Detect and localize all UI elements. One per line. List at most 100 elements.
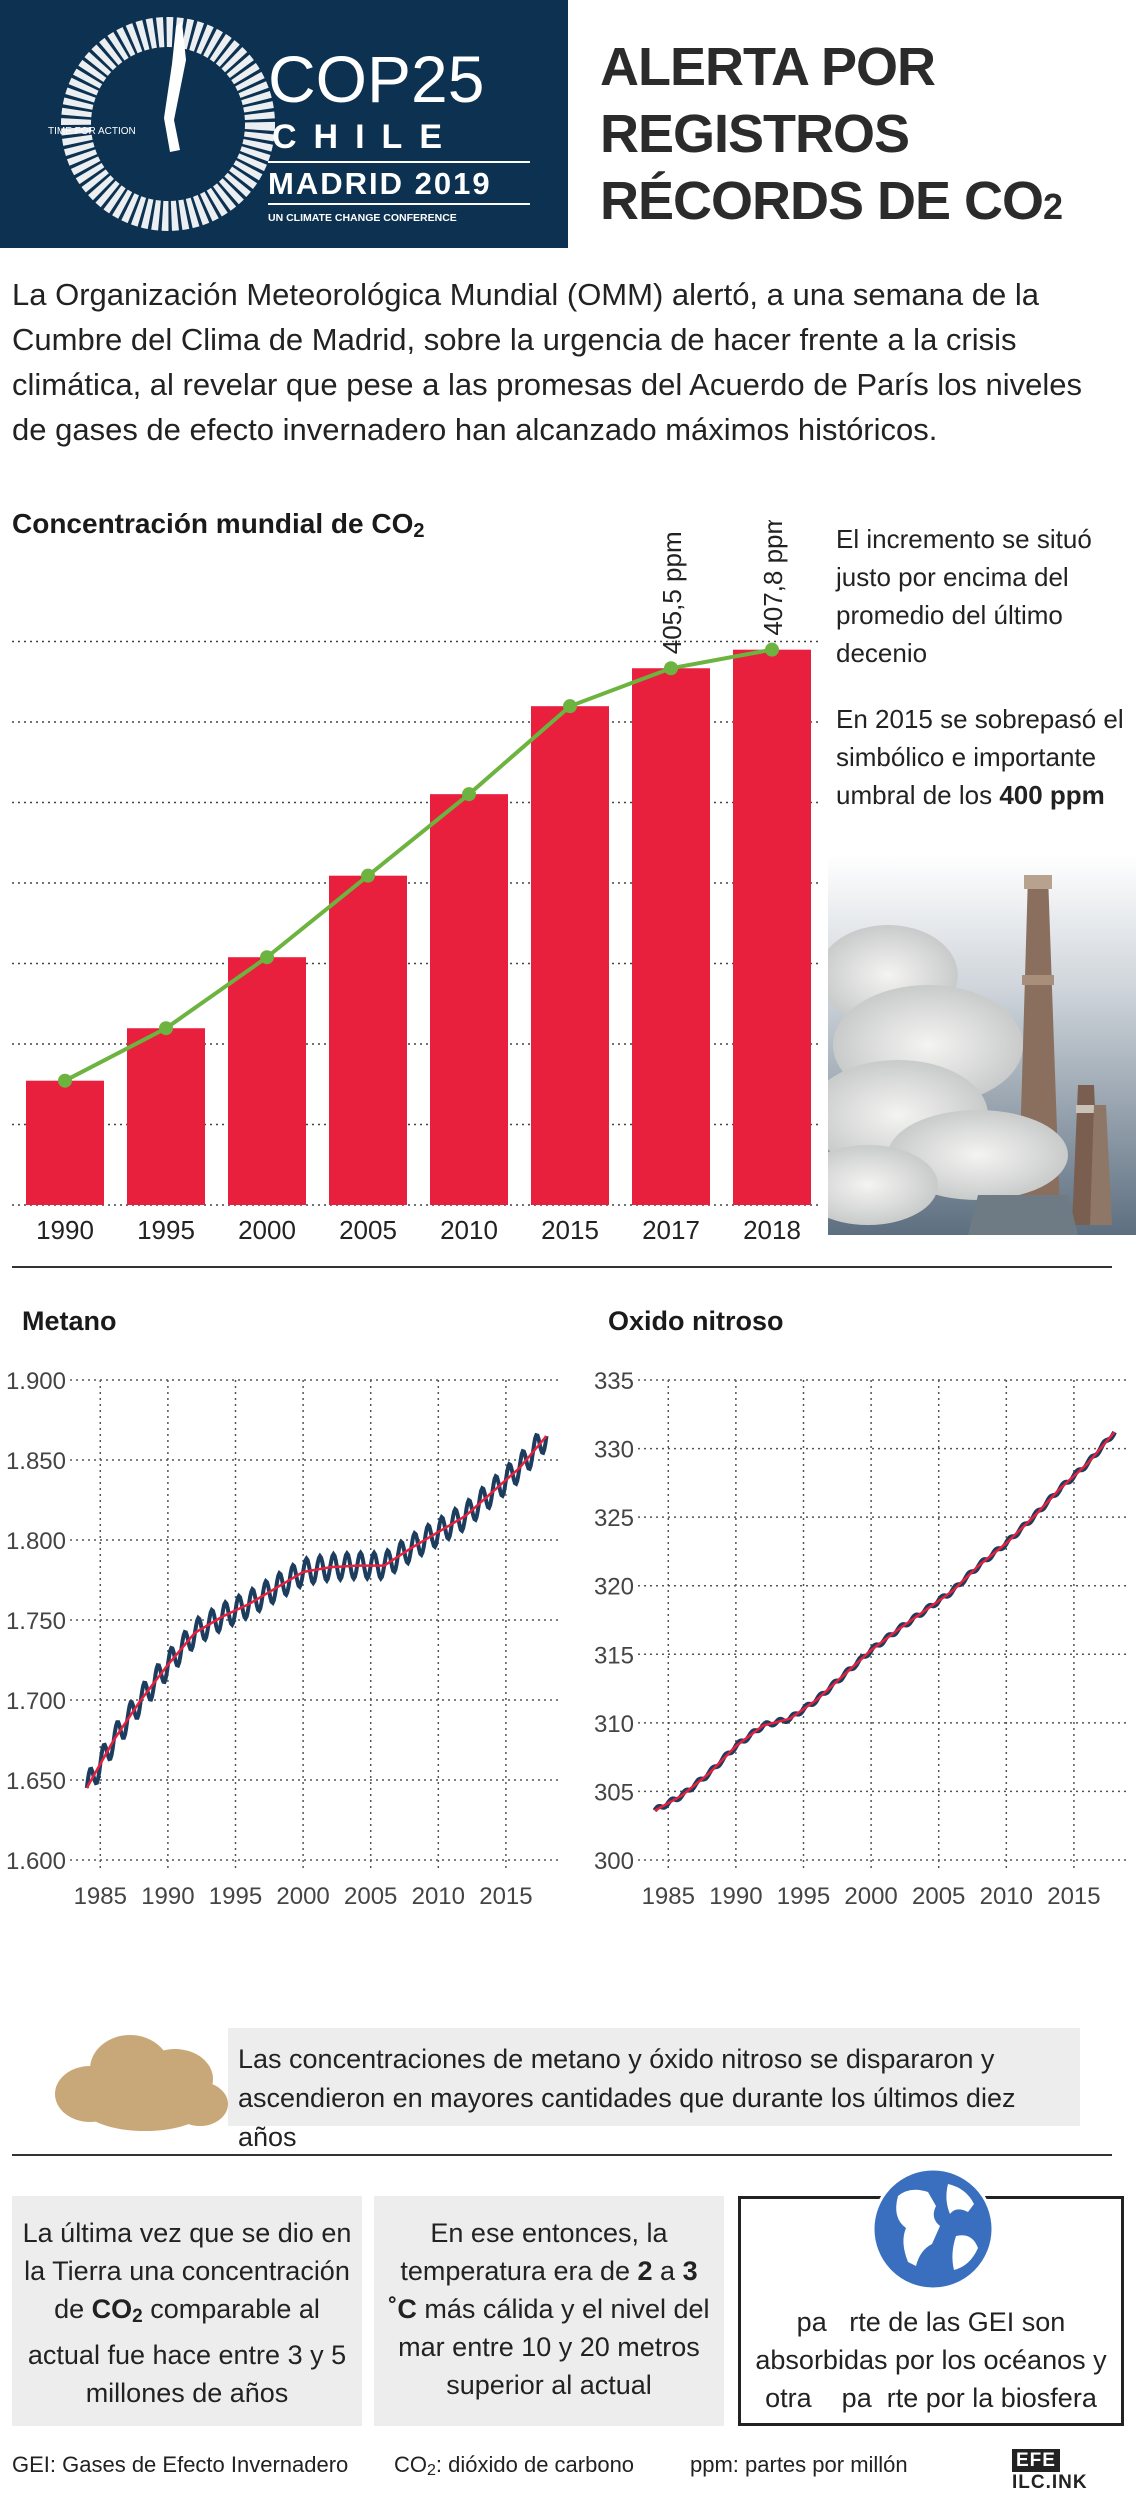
footer-gei: GEI: Gases de Efecto Invernadero <box>12 2452 349 2477</box>
co2-bar-2000 <box>228 957 306 1205</box>
intro-paragraph: La Organización Meteorológica Mundial (O… <box>12 277 1083 447</box>
co2-bar-2018 <box>733 649 811 1205</box>
cloud-note-box <box>228 2028 1080 2126</box>
fact3-line-2: absorbidas por los océanos y <box>755 2345 1107 2375</box>
headline-line-2: REGISTROS <box>600 104 910 164</box>
methane-xtick: 1995 <box>209 1883 262 1910</box>
fact1-co2: CO <box>91 2294 133 2324</box>
cloud-note-text: Las concentraciones de metano y óxido ni… <box>238 2044 1016 2152</box>
methane-line-chart: 1.600 1.650 1.700 1.750 1.800 1.850 1.900 1985 1… <box>6 1368 560 1910</box>
co2-bar-1990 <box>26 1080 104 1205</box>
co2-note-increment: El incremento se situó justo por encima … <box>836 524 1092 668</box>
n2o-ytick: 315 <box>594 1642 634 1669</box>
co2-xtick-2018: 2018 <box>743 1215 801 1245</box>
section-divider-2 <box>12 2154 1112 2156</box>
fact2-num1: 2 <box>637 2256 653 2286</box>
cloud-icon <box>55 2035 228 2131</box>
co2-xtick-2005: 2005 <box>339 1215 397 1245</box>
footer-co2: CO2: dióxido de carbono <box>394 2452 634 2480</box>
ilc-logo-text: ILC.INK <box>1012 2472 1088 2493</box>
n2o-xtick: 2005 <box>912 1883 965 1910</box>
co2-xtick-1995: 1995 <box>137 1215 195 1245</box>
co2-trend-point-2010 <box>462 787 476 802</box>
footer-co2-b: : dióxido de carbono <box>435 2452 635 2477</box>
co2-note-400ppm-bold: 400 ppm <box>999 780 1105 810</box>
co2-note-400ppm: En 2015 se sobrepasó el simbólico e impo… <box>836 700 1136 814</box>
fact1-text-a: La última vez que se dio en la Tierra un… <box>22 2218 352 2324</box>
logo-madrid: MADRID 2019 <box>268 166 492 201</box>
globe-icon <box>871 2167 995 2291</box>
n2o-ytick: 310 <box>594 1711 634 1738</box>
logo-chile: CHILE <box>272 118 459 156</box>
co2-xtick-1990: 1990 <box>36 1215 94 1245</box>
co2-trend-point-2015 <box>563 699 577 714</box>
fact1-co2-sub: 2 <box>132 2306 143 2327</box>
logo-conference: UN CLIMATE CHANGE CONFERENCE <box>268 212 457 224</box>
footer-ppm: ppm: partes por millón <box>690 2452 908 2477</box>
methane-ytick: 1.650 <box>6 1768 66 1795</box>
co2-trend-point-2017 <box>664 661 678 676</box>
factory-smokestack-photo <box>828 855 1136 1235</box>
methane-grid: 1.600 1.650 1.700 1.750 1.800 1.850 1.900 1985 1… <box>6 1368 560 1910</box>
co2-bar-2005 <box>329 875 407 1205</box>
co2-trend-point-2018 <box>765 642 779 657</box>
n2o-grid: 300 305 310 315 320 325 330 335 1985 1990 1995 2000… <box>594 1368 1128 1910</box>
methane-xtick: 1985 <box>74 1883 127 1910</box>
co2-note-400ppm-text: En 2015 se sobrepasó el simbólico e impo… <box>836 704 1124 810</box>
methane-ytick: 1.850 <box>6 1448 66 1475</box>
co2-bar-2017 <box>632 668 710 1205</box>
co2-trend-point-1995 <box>159 1021 173 1036</box>
n2o-line-chart: 300 305 310 315 320 325 330 335 1985 1990 1995 2000… <box>594 1368 1128 1910</box>
n2o-ytick: 330 <box>594 1437 634 1464</box>
n2o-ytick: 325 <box>594 1505 634 1532</box>
co2-xtick-2010: 2010 <box>440 1215 498 1245</box>
methane-monthly-series <box>84 1432 549 1789</box>
co2-trend-point-2000 <box>260 950 274 965</box>
headline-subscript: 2 <box>1043 186 1063 227</box>
co2-xtick-2015: 2015 <box>541 1215 599 1245</box>
co2-xtick-2017: 2017 <box>642 1215 700 1245</box>
efe-logo-text: EFE <box>1012 2449 1060 2472</box>
methane-xtick: 2015 <box>479 1883 532 1910</box>
methane-ytick: 1.900 <box>6 1368 66 1395</box>
n2o-xtick: 2000 <box>844 1883 897 1910</box>
n2o-chart-title: Oxido nitroso <box>608 1306 784 1336</box>
logo-side-text: TIME FOR ACTION <box>48 126 136 137</box>
co2-bar-chart: 1990 1995 2000 2005 2010 2015 2017 2018 405,5 p… <box>12 520 820 1245</box>
fact3-line-3: otra pa rte por la biosfera <box>765 2383 1097 2413</box>
n2o-ytick: 305 <box>594 1779 634 1806</box>
fact1-text-b: comparable al actual fue hace entre 3 y … <box>27 2294 347 2408</box>
cop25-logo: TIME FOR ACTION COP25 CHILE MADRID 2019 … <box>48 17 530 231</box>
methane-xtick: 2000 <box>276 1883 329 1910</box>
n2o-xtick: 1995 <box>777 1883 830 1910</box>
co2-title-text: Concentración mundial de CO <box>12 508 414 539</box>
n2o-xtick: 2015 <box>1047 1883 1100 1910</box>
footer-co2-a: CO <box>394 2452 427 2477</box>
headline-line-3: RÉCORDS DE CO <box>600 171 1044 231</box>
methane-xtick: 2005 <box>344 1883 397 1910</box>
fact3-line-1: pa rte de las GEI son <box>796 2307 1066 2337</box>
co2-bar-2015 <box>531 706 609 1205</box>
n2o-ytick: 335 <box>594 1368 634 1395</box>
n2o-xtick: 1990 <box>709 1883 762 1910</box>
co2-xtick-2000: 2000 <box>238 1215 296 1245</box>
n2o-xtick: 1985 <box>642 1883 695 1910</box>
efe-logo: EFE ILC.INK <box>1012 2449 1136 2494</box>
methane-ytick: 1.750 <box>6 1608 66 1635</box>
methane-xtick: 1990 <box>141 1883 194 1910</box>
logo-cop25: COP25 <box>268 42 484 116</box>
co2-chart-title: Concentración mundial de CO2 <box>12 508 425 543</box>
fact-box-millions-years: La última vez que se dio en la Tierra un… <box>12 2196 362 2426</box>
n2o-trend-series <box>654 1431 1116 1812</box>
fact-box-temperature: En ese entonces, la temperatura era de 2… <box>374 2196 724 2426</box>
co2-title-subscript: 2 <box>413 520 425 542</box>
fact-box-absorption: pa rte de las GEI son absorbidas por los… <box>738 2196 1124 2426</box>
headline: ALERTA POR REGISTROS RÉCORDS DE CO2 <box>600 34 1120 240</box>
n2o-ytick: 320 <box>594 1574 634 1601</box>
n2o-ytick: 300 <box>594 1848 634 1875</box>
fact2-text-b: más cálida y el nivel del mar entre 10 y… <box>398 2294 710 2400</box>
co2-bar-2010 <box>430 794 508 1205</box>
section-divider <box>12 1266 1112 1268</box>
methane-ytick: 1.800 <box>6 1528 66 1555</box>
methane-trend-series <box>85 1435 548 1789</box>
